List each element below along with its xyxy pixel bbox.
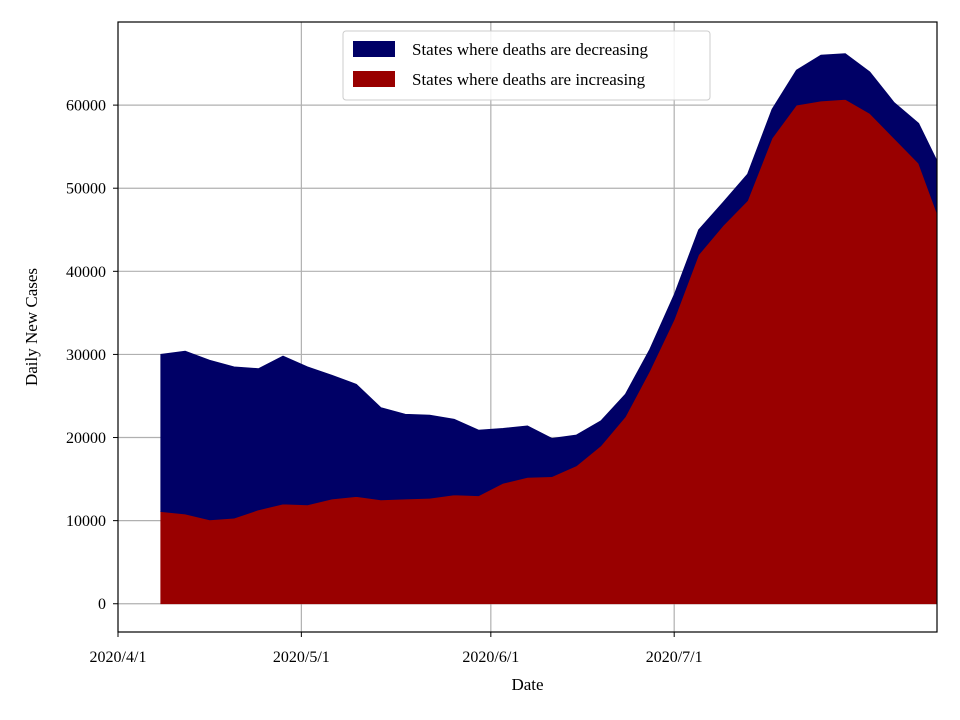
- x-tick-label: 2020/5/1: [273, 649, 330, 666]
- y-tick-label: 0: [98, 596, 106, 613]
- legend-label-increasing: States where deaths are increasing: [412, 70, 646, 89]
- legend-swatch-increasing: [353, 71, 395, 87]
- x-tick-label: 2020/4/1: [90, 649, 147, 666]
- legend-swatch-decreasing: [353, 41, 395, 57]
- x-tick-label: 2020/7/1: [646, 649, 703, 666]
- x-axis-label: Date: [511, 675, 543, 694]
- legend-box: [342, 30, 711, 101]
- x-axis-ticks: 2020/4/1 2020/5/1 2020/6/1 2020/7/1: [90, 632, 703, 666]
- y-tick-label: 60000: [66, 98, 106, 115]
- plot-frame: [117, 21, 938, 633]
- x-tick-label: 2020/6/1: [462, 649, 519, 666]
- y-axis-ticks: 0 10000 20000 30000 40000 50000 60000: [66, 98, 118, 613]
- y-tick-label: 10000: [66, 513, 106, 530]
- legend: States where deaths are decreasing State…: [342, 30, 711, 101]
- y-tick-label: 40000: [66, 264, 106, 281]
- y-tick-label: 20000: [66, 430, 106, 447]
- y-axis-label: Daily New Cases: [22, 268, 41, 386]
- y-tick-label: 50000: [66, 181, 106, 198]
- legend-label-decreasing: States where deaths are decreasing: [412, 40, 648, 59]
- y-tick-label: 30000: [66, 347, 106, 364]
